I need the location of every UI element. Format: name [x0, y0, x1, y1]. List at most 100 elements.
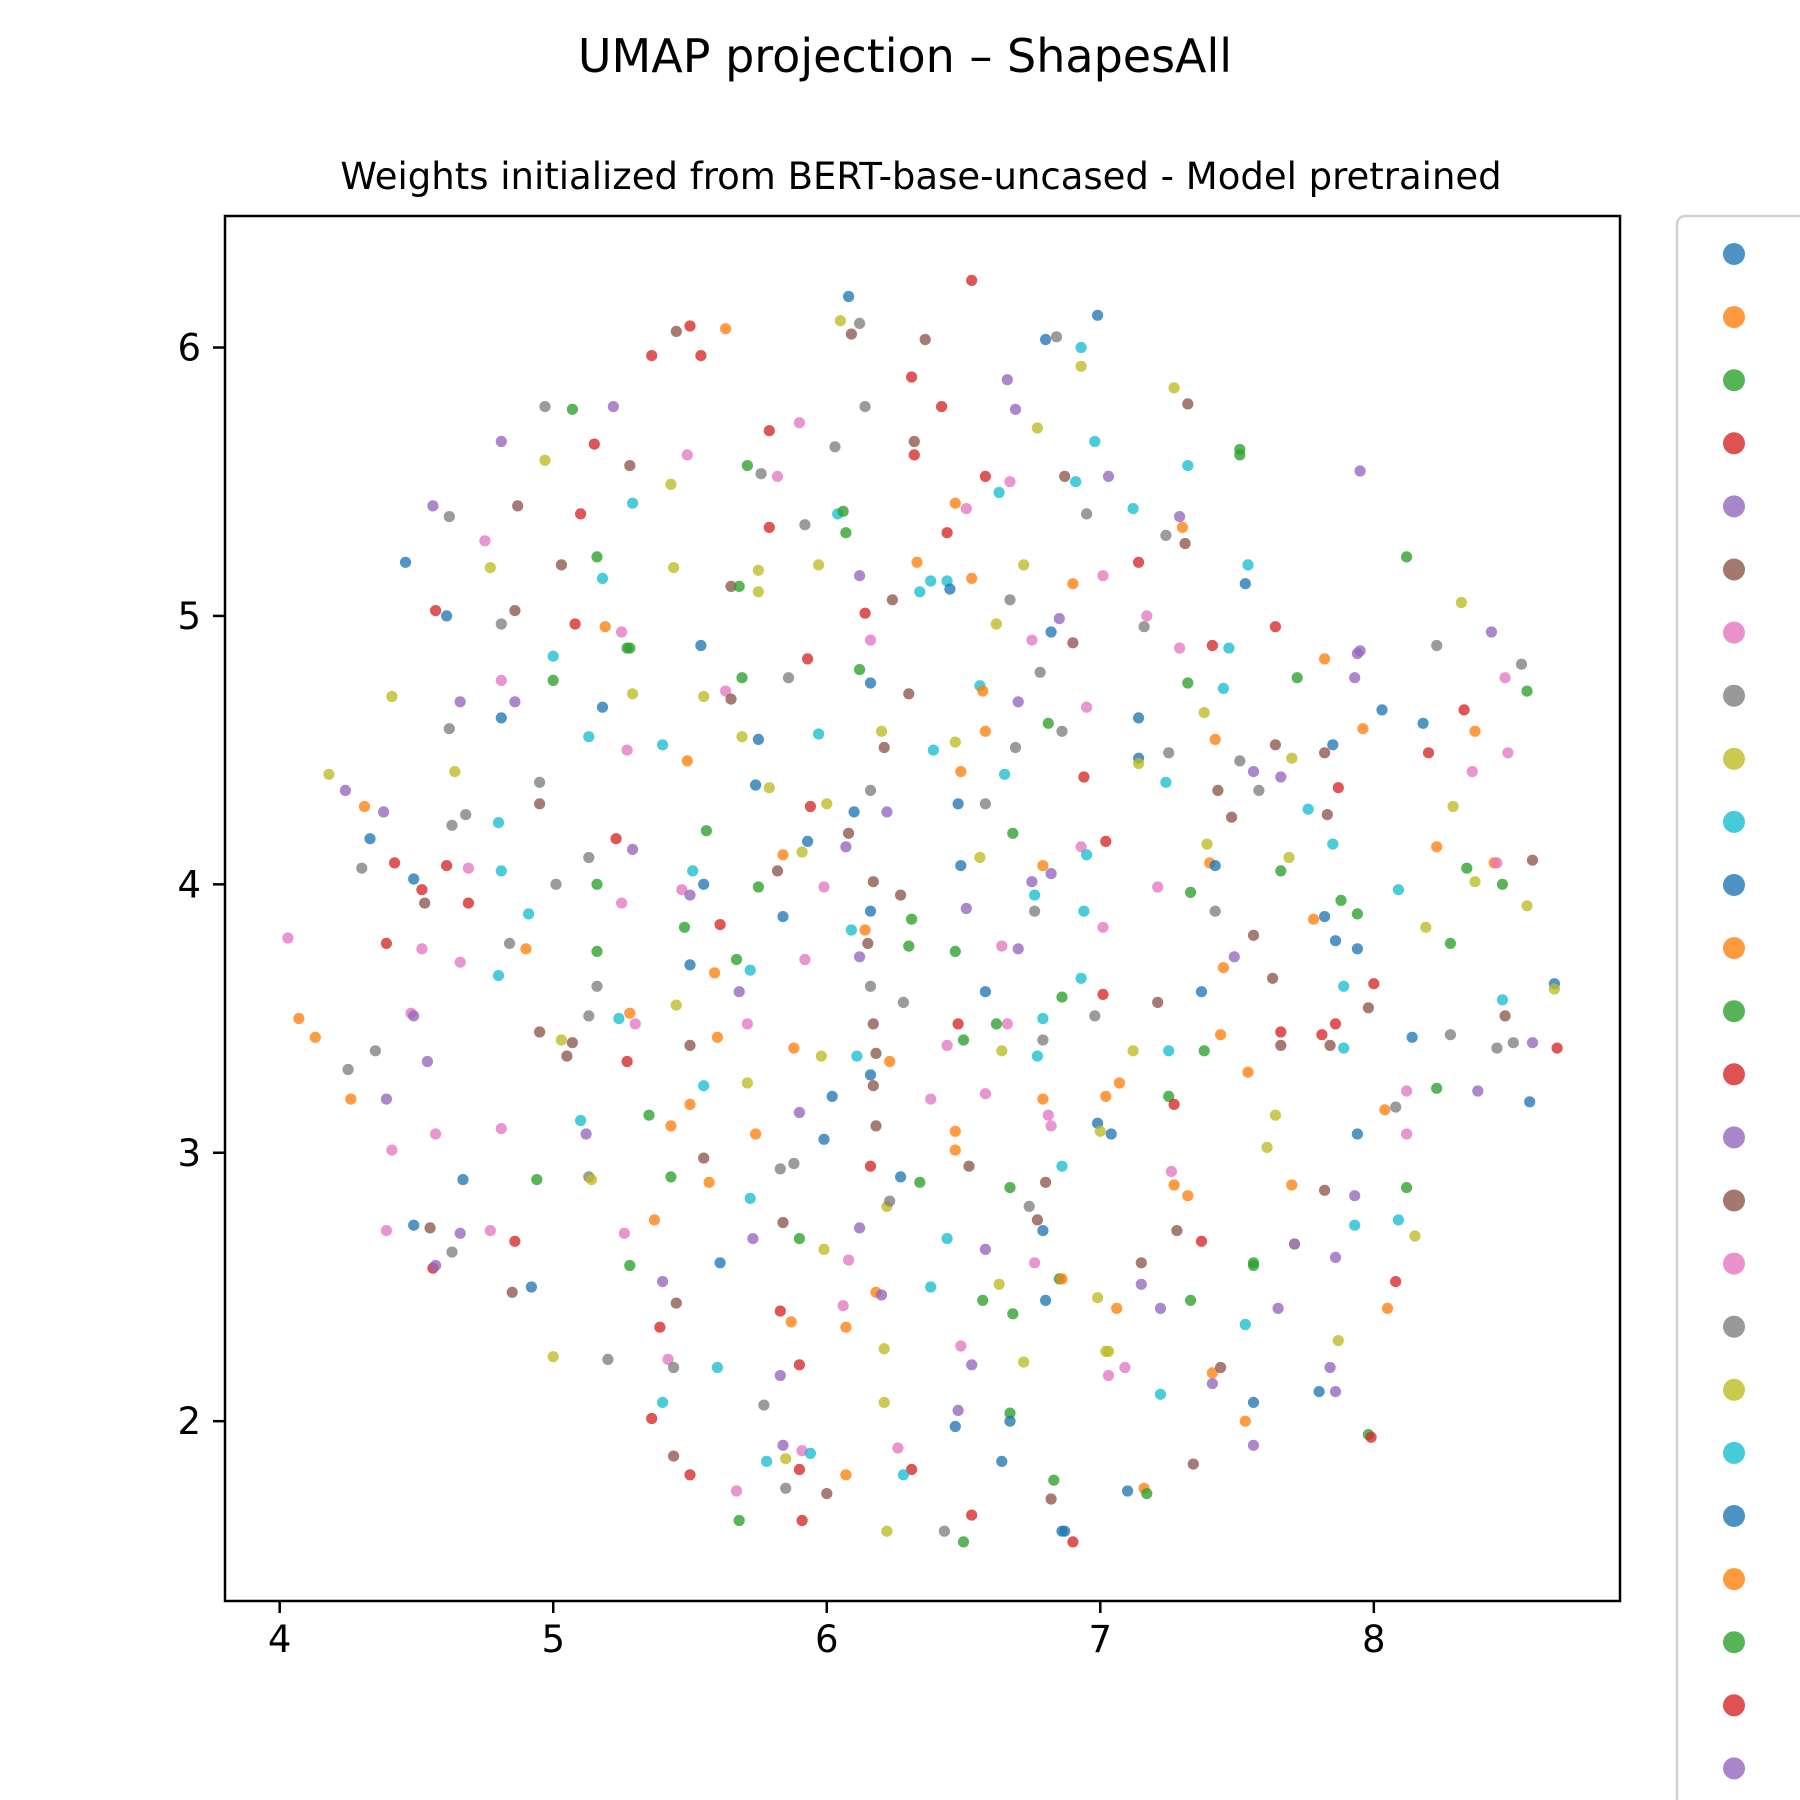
scatter-point: [1379, 1104, 1391, 1116]
legend-marker: [1723, 1315, 1745, 1338]
scatter-point: [771, 470, 784, 482]
x-tick-label: 4: [268, 1618, 292, 1661]
scatter-point: [1212, 784, 1224, 797]
scatter-point: [925, 1093, 937, 1105]
scatter-point: [944, 583, 956, 595]
scatter-point: [1362, 1002, 1374, 1014]
scatter-point: [725, 580, 737, 593]
scatter-point: [369, 1045, 381, 1057]
scatter-point: [755, 468, 767, 480]
scatter-point: [1163, 1090, 1175, 1102]
scatter-point: [575, 1114, 587, 1127]
scatter-point: [646, 350, 658, 362]
scatter-point: [610, 833, 622, 845]
scatter-point: [804, 800, 817, 813]
scatter-point: [1198, 1045, 1210, 1057]
scatter-point: [454, 956, 466, 968]
scatter-point: [1067, 1536, 1079, 1548]
scatter-point: [1111, 1302, 1123, 1314]
scatter-point: [906, 371, 918, 383]
chart-title: UMAP projection – ShapesAll: [578, 29, 1232, 83]
scatter-point: [949, 1420, 961, 1433]
scatter-point: [1160, 529, 1172, 542]
scatter-point: [843, 827, 855, 839]
scatter-point: [1174, 642, 1186, 654]
scatter-point: [1037, 860, 1049, 872]
scatter-point: [1034, 666, 1046, 678]
scatter-point: [952, 1404, 964, 1416]
scatter-point: [1056, 1160, 1068, 1172]
scatter-point: [1004, 594, 1016, 606]
scatter-point: [878, 1343, 890, 1355]
scatter-point: [730, 953, 743, 966]
scatter-point: [799, 519, 811, 531]
scatter-point: [993, 1278, 1005, 1290]
scatter-point: [720, 323, 732, 335]
legend-marker: [1723, 1252, 1745, 1275]
scatter-point: [1496, 994, 1508, 1006]
scatter-point: [495, 435, 507, 448]
scatter-point: [903, 688, 915, 700]
scatter-point: [613, 1012, 625, 1025]
scatter-point: [1242, 1066, 1254, 1078]
scatter-point: [966, 274, 978, 286]
scatter-point: [624, 1259, 636, 1272]
scatter-point: [665, 1120, 677, 1132]
scatter-point: [695, 350, 707, 362]
scatter-point: [1269, 739, 1281, 751]
scatter-point: [1444, 937, 1456, 950]
scatter-point: [1176, 521, 1188, 534]
scatter-point: [1526, 1037, 1539, 1049]
scatter-point: [684, 1039, 696, 1051]
scatter-point: [752, 733, 765, 746]
scatter-point: [867, 1080, 879, 1092]
scatter-point: [1291, 672, 1303, 684]
scatter-point: [1045, 868, 1057, 880]
scatter-point: [421, 1055, 433, 1068]
scatter-point: [1431, 1082, 1443, 1094]
scatter-point: [1239, 1318, 1251, 1331]
scatter-point: [829, 441, 841, 453]
scatter-point: [358, 800, 371, 813]
scatter-point: [1050, 331, 1063, 343]
scatter-point: [684, 320, 696, 332]
scatter-point: [1185, 1294, 1197, 1306]
scatter-point: [1335, 894, 1347, 907]
scatter-point: [1113, 1077, 1125, 1089]
scatter-point: [763, 425, 775, 437]
scatter-point: [854, 1222, 866, 1234]
scatter-point: [878, 741, 890, 754]
scatter-point: [1037, 1034, 1049, 1046]
scatter-point: [878, 1396, 890, 1408]
scatter-point: [1431, 841, 1443, 853]
scatter-point: [843, 290, 855, 303]
scatter-point: [525, 1281, 538, 1293]
scatter-point: [1420, 921, 1432, 933]
scatter-point: [780, 1482, 792, 1494]
legend-marker: [1723, 243, 1745, 265]
scatter-point: [1168, 1179, 1180, 1191]
scatter-point: [897, 1469, 910, 1481]
scatter-point: [547, 674, 559, 687]
scatter-point: [555, 559, 568, 571]
scatter-point: [1163, 747, 1175, 759]
scatter-point: [654, 1321, 666, 1333]
scatter-point: [1313, 1386, 1325, 1398]
scatter-point: [1163, 1045, 1175, 1057]
scatter-point: [867, 1018, 879, 1030]
scatter-point: [895, 889, 907, 901]
scatter-point: [1004, 1415, 1016, 1427]
scatter-point: [875, 725, 888, 737]
scatter-point: [914, 1176, 926, 1188]
legend-marker: [1723, 621, 1745, 644]
scatter-point: [818, 1133, 830, 1145]
scatter-point: [774, 1369, 786, 1382]
scatter-point: [454, 1227, 466, 1239]
scatter-point: [730, 1485, 743, 1497]
scatter-point: [864, 784, 877, 797]
scatter-point: [1026, 634, 1038, 646]
scatter-point: [1275, 771, 1287, 783]
scatter-point: [864, 677, 877, 689]
scatter-point: [990, 1018, 1003, 1030]
scatter-point: [1105, 1128, 1117, 1140]
